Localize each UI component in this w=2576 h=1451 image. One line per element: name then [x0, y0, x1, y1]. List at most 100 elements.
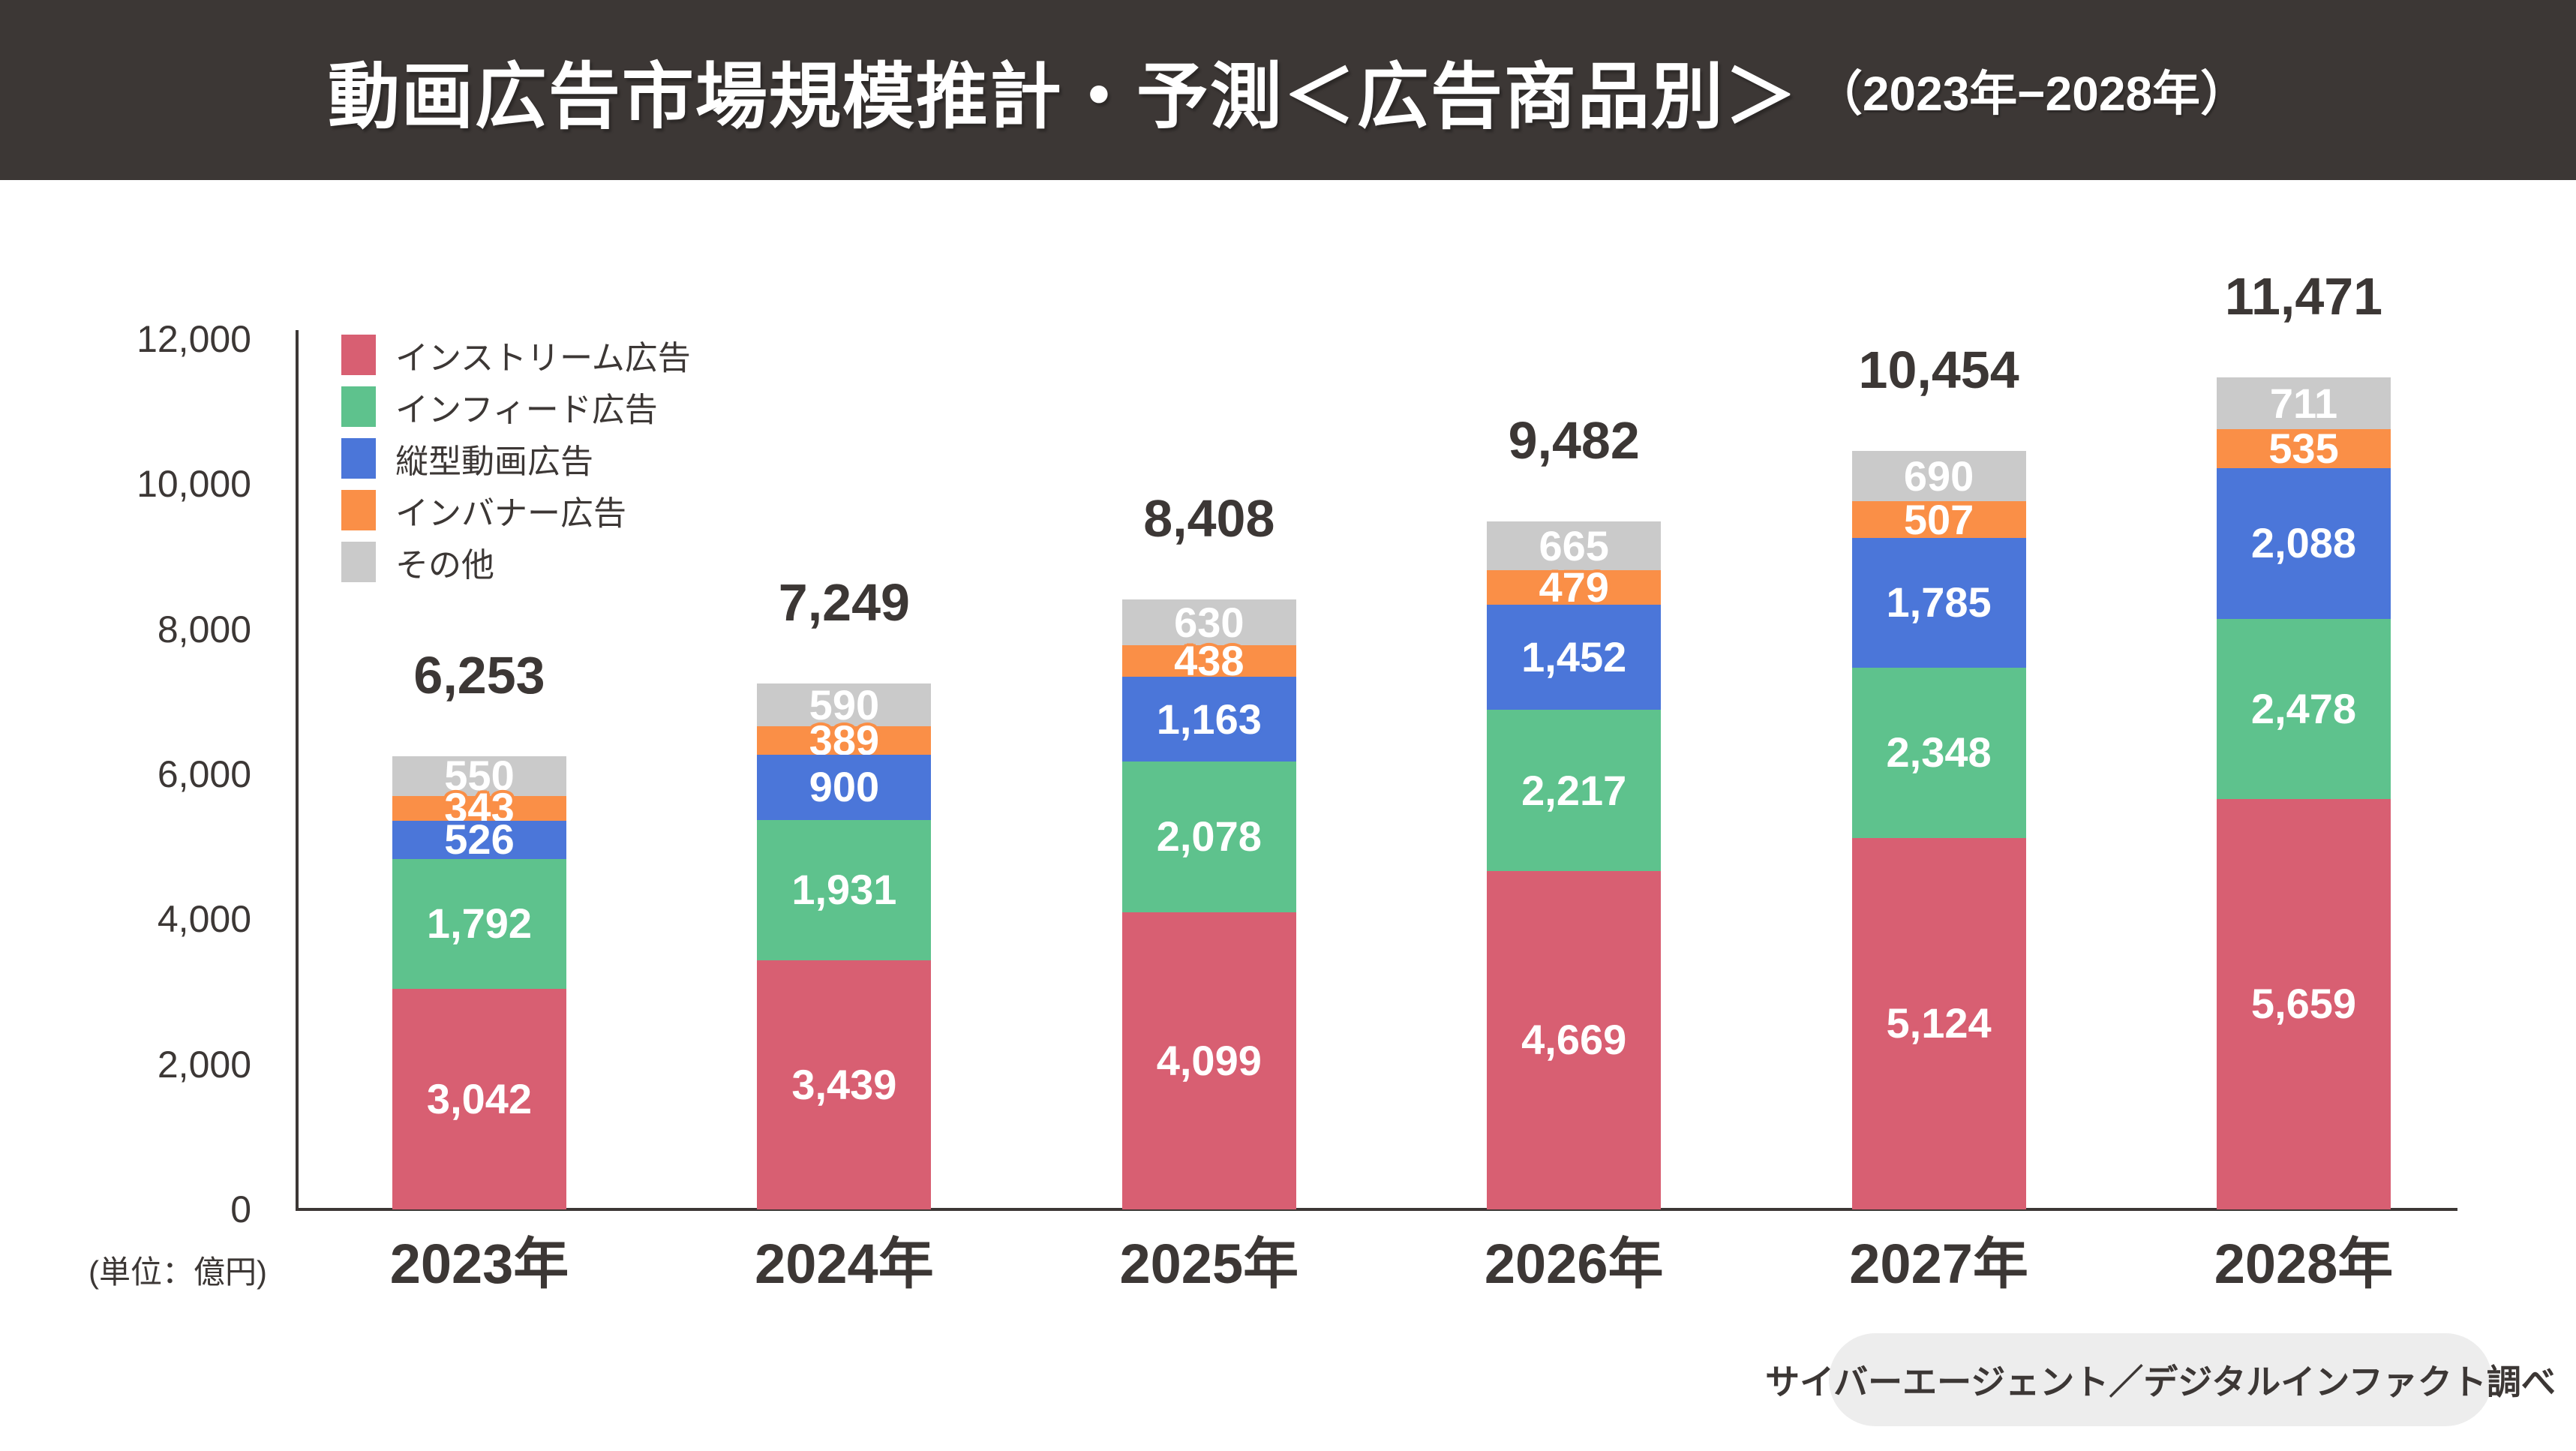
- legend-swatch-inbanner: [341, 489, 376, 530]
- legend-label: 縦型動画広告: [395, 443, 593, 480]
- bar-segment-value: 4,099: [1156, 1036, 1262, 1084]
- y-tick-label: 0: [230, 1188, 251, 1230]
- title-bar: 動画広告市場規模推計・予測＜広告商品別＞ （2023年−2028年）: [0, 0, 2576, 180]
- source-text: サイバーエージェント／デジタルインファクト調べ: [1765, 1362, 2556, 1401]
- legend-label: その他: [395, 546, 494, 584]
- bar-segment-value: 900: [809, 763, 880, 811]
- legend-label: インフィード広告: [395, 391, 658, 428]
- bar-segment-infeed: 2,078: [1121, 761, 1296, 912]
- y-tick-label: 8,000: [157, 608, 251, 650]
- x-axis-label: 2023年: [389, 1233, 569, 1295]
- bar-segment-vertical: 526: [392, 816, 566, 864]
- x-axis-label: 2027年: [1849, 1233, 2028, 1295]
- bar-segment-value: 4,669: [1521, 1016, 1627, 1064]
- legend-item-other: その他: [341, 536, 691, 587]
- bar-2026年: 665 479 1,452 2,217 4,669: [1487, 521, 1662, 1209]
- legend-swatch-other: [341, 541, 376, 582]
- x-axis-label: 2028年: [2214, 1233, 2394, 1295]
- legend-swatch-instream: [341, 334, 376, 375]
- bar-segment-instream: 3,042: [392, 988, 566, 1209]
- y-tick-label: 6,000: [157, 753, 251, 795]
- bar-segment-other: 630: [1121, 598, 1296, 646]
- bar-total-label: 6,253: [413, 645, 545, 704]
- bar-2025年: 630 438 1,163 2,078 4,099: [1121, 598, 1296, 1209]
- legend-item-infeed: インフィード広告: [341, 380, 691, 432]
- bar-segment-value: 438: [1174, 637, 1244, 685]
- bar-segment-value: 2,348: [1886, 729, 1992, 777]
- bar-segment-infeed: 2,478: [2217, 619, 2391, 799]
- bar-segment-value: 1,785: [1886, 578, 1992, 626]
- legend-label: インストリーム広告: [395, 339, 691, 377]
- bar-segment-infeed: 1,792: [392, 858, 566, 989]
- bar-segment-value: 507: [1903, 495, 1974, 543]
- legend-swatch-vertical: [341, 437, 376, 479]
- bar-segment-other: 665: [1487, 521, 1662, 570]
- bar-2028年: 711 535 2,088 2,478 5,659: [2217, 377, 2391, 1209]
- y-tick-label: 2,000: [157, 1043, 251, 1086]
- bar-segment-inbanner: 507: [1851, 495, 2026, 543]
- legend-item-vertical: 縦型動画広告: [341, 432, 691, 484]
- bar-segment-vertical: 1,785: [1851, 538, 2026, 668]
- bar-total-label: 9,482: [1508, 411, 1640, 470]
- bar-total-label: 10,454: [1858, 341, 2019, 400]
- bar-segment-infeed: 1,931: [757, 819, 932, 960]
- bar-segment-value: 3,439: [791, 1060, 897, 1108]
- bar-segment-value: 479: [1539, 563, 1609, 611]
- bar-segment-value: 535: [2268, 424, 2339, 472]
- bar-segment-value: 1,452: [1521, 633, 1627, 681]
- x-axis-label: 2025年: [1119, 1233, 1299, 1295]
- source-badge: サイバーエージェント／デジタルインファクト調べ: [1765, 1333, 2556, 1426]
- bar-segment-value: 389: [809, 716, 880, 765]
- bar-segment-instream: 5,124: [1851, 837, 2026, 1209]
- bar-segment-value: 711: [2269, 379, 2338, 427]
- bar-segment-value: 590: [809, 680, 880, 729]
- bar-segment-instream: 4,669: [1487, 870, 1662, 1209]
- bar-segment-value: 3,042: [426, 1074, 533, 1122]
- bar-segment-vertical: 1,163: [1121, 677, 1296, 762]
- bar-total-label: 8,408: [1143, 489, 1275, 548]
- legend: インストリーム広告 インフィード広告 縦型動画広告 インバナー広告 その他: [341, 329, 691, 587]
- legend-swatch-infeed: [341, 386, 376, 427]
- bar-total-label: 11,471: [2224, 267, 2383, 326]
- bar-segment-value: 526: [444, 816, 515, 864]
- bar-segment-inbanner: 479: [1487, 566, 1662, 608]
- bar-2024年: 590 389 900 1,931 3,439: [757, 680, 932, 1209]
- y-tick-label: 4,000: [157, 898, 251, 941]
- bar-segment-inbanner: 343: [392, 787, 566, 829]
- legend-item-instream: インストリーム広告: [341, 329, 691, 380]
- bar-segment-value: 630: [1174, 598, 1244, 646]
- bar-segment-other: 550: [392, 752, 566, 800]
- bar-segment-other: 711: [2217, 377, 2391, 429]
- bar-segment-value: 550: [444, 752, 515, 800]
- y-tick-label: 12,000: [137, 318, 251, 360]
- bar-segment-instream: 3,439: [757, 960, 932, 1209]
- unit-label: (単位：億円): [89, 1254, 267, 1290]
- x-axis-label: 2024年: [755, 1233, 934, 1295]
- x-axis-line: [296, 1208, 2457, 1211]
- page-title: 動画広告市場規模推計・予測＜広告商品別＞: [327, 56, 1798, 137]
- bar-segment-value: 2,217: [1521, 766, 1627, 814]
- y-axis-line: [296, 330, 299, 1211]
- bar-segment-value: 2,478: [2250, 685, 2357, 733]
- bar-2027年: 690 507 1,785 2,348 5,124: [1851, 451, 2026, 1209]
- bar-segment-other: 590: [757, 680, 932, 729]
- bar-total-label: 7,249: [778, 573, 910, 632]
- legend-label: インバナー広告: [395, 494, 626, 532]
- bar-segment-infeed: 2,348: [1851, 667, 2026, 838]
- bar-segment-value: 1,931: [791, 866, 897, 914]
- bar-segment-instream: 5,659: [2217, 798, 2391, 1209]
- bar-segment-vertical: 2,088: [2217, 467, 2391, 620]
- bar-segment-value: 665: [1539, 521, 1609, 569]
- page-title-period: （2023年−2028年）: [1814, 67, 2249, 121]
- bar-segment-inbanner: 438: [1121, 640, 1296, 682]
- bar-segment-infeed: 2,217: [1487, 710, 1662, 871]
- bar-segment-value: 5,659: [2250, 980, 2357, 1028]
- bar-segment-instream: 4,099: [1121, 912, 1296, 1209]
- bar-2023年: 550 343 526 1,792 3,042: [392, 752, 566, 1209]
- bar-segment-other: 690: [1851, 451, 2026, 502]
- bar-segment-inbanner: 535: [2217, 424, 2391, 472]
- bar-segment-vertical: 900: [757, 754, 932, 820]
- bar-segment-value: 690: [1903, 452, 1974, 500]
- x-axis-label: 2026年: [1484, 1233, 1664, 1295]
